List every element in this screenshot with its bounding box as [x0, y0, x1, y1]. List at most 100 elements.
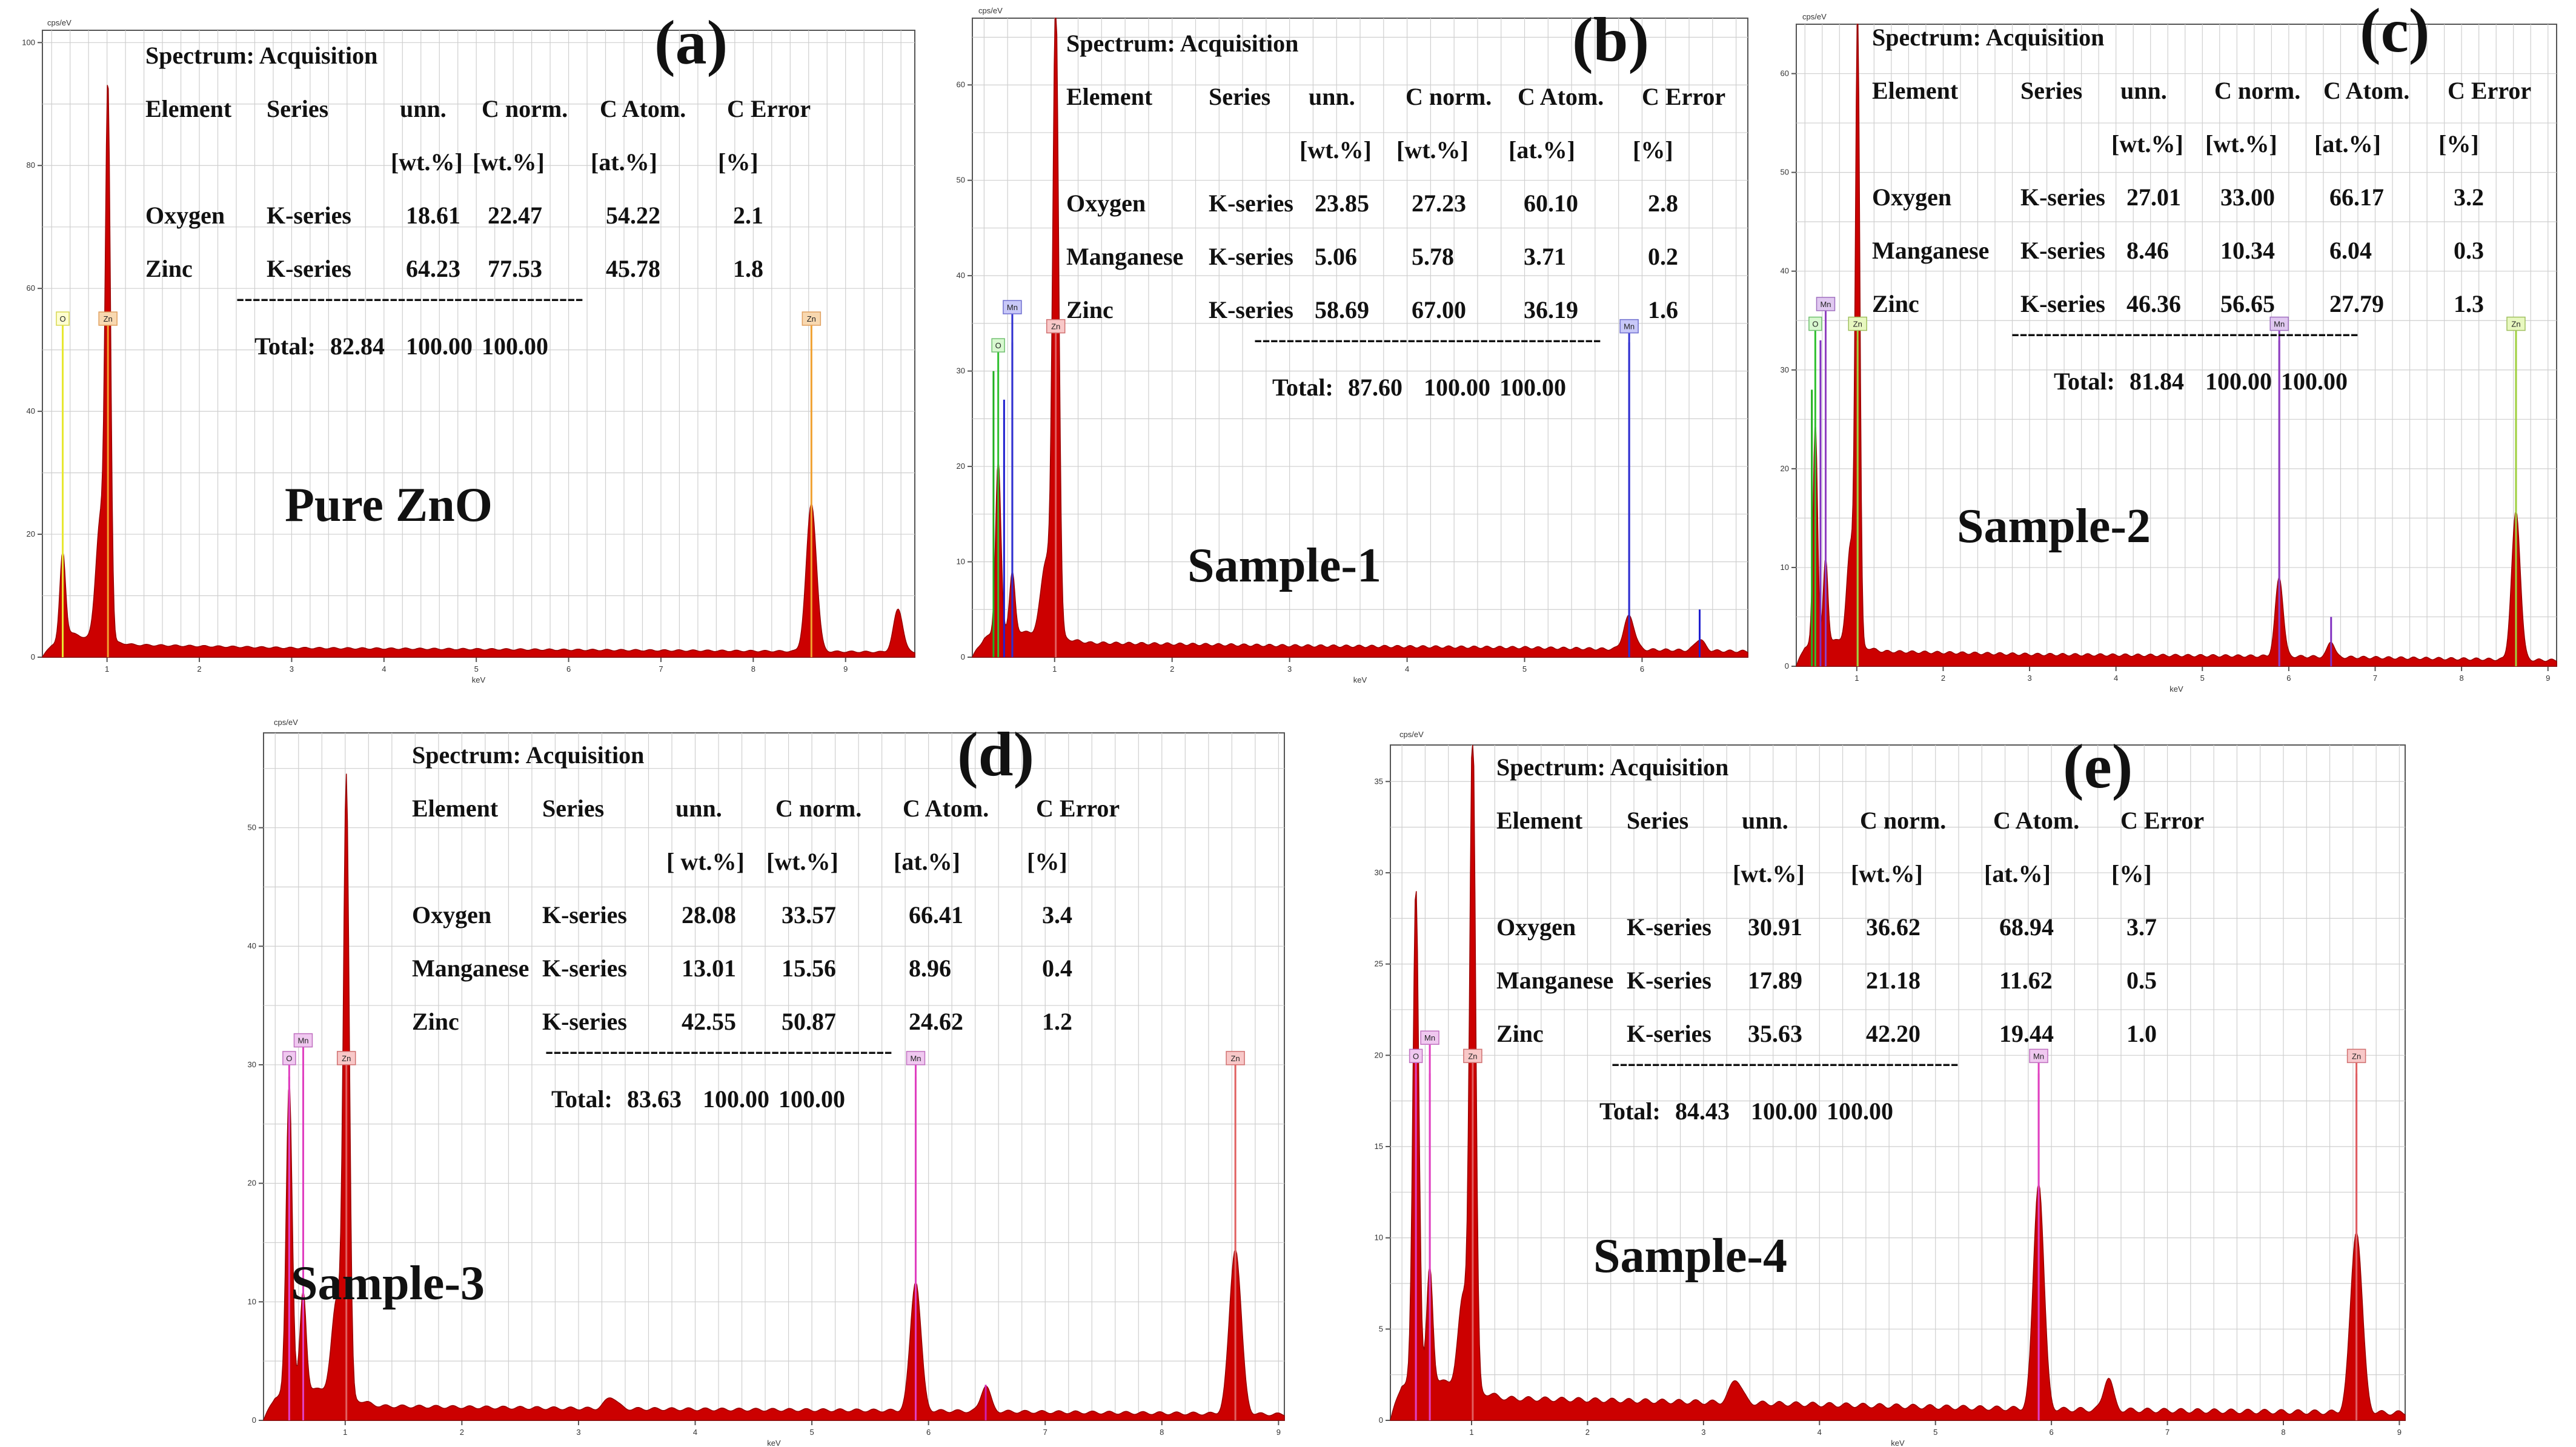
table-cell: 18.61 — [406, 202, 460, 229]
table-cell: 54.22 — [606, 202, 660, 229]
table-header: Element — [1066, 83, 1153, 110]
table-cell: 23.85 — [1315, 190, 1369, 217]
table-unit: [wt.%] — [2205, 130, 2277, 157]
element-tag-label: Mn — [2274, 320, 2285, 329]
element-tag — [1003, 300, 1022, 314]
table-cell: Zinc — [1496, 1020, 1544, 1047]
y-tick-label: 20 — [248, 1179, 256, 1188]
table-cell: 0.3 — [2454, 237, 2484, 264]
element-tag — [802, 311, 822, 326]
element-tag — [1808, 316, 1822, 331]
x-tick-label: 3 — [2027, 674, 2031, 683]
table-total-value: 100.00 — [406, 333, 473, 360]
x-tick-label: 4 — [693, 1428, 697, 1437]
table-total-value: 87.60 — [1348, 374, 1403, 401]
table-unit: [wt.%] — [2111, 130, 2183, 157]
panel-label: (c) — [2360, 0, 2429, 65]
table-header: Series — [542, 795, 604, 822]
table-cell: K-series — [267, 255, 351, 282]
table-header: Series — [1209, 83, 1270, 110]
x-tick-label: 6 — [2050, 1428, 2054, 1437]
x-axis-label: keV — [1891, 1439, 1905, 1447]
table-cell: 15.56 — [782, 955, 836, 982]
table-header: Element — [1496, 807, 1583, 834]
panel-label: (a) — [654, 8, 728, 78]
table-cell: 67.00 — [1412, 296, 1466, 323]
element-tag-label: Zn — [2511, 320, 2520, 329]
table-unit: [wt.%] — [1396, 136, 1469, 164]
table-cell: 8.46 — [2126, 237, 2169, 264]
panel-c: 1 2 3 4 5 6 7 8 9 0 10 20 30 40 50 60 cps/eV keV O Mn Zn Mn Zn… — [1781, 0, 2557, 694]
y-tick-label: 0 — [961, 652, 965, 661]
table-header: C norm. — [1406, 83, 1492, 110]
y-tick-label: 25 — [1375, 959, 1383, 969]
y-tick-label: 20 — [957, 462, 965, 471]
table-cell: 27.23 — [1412, 190, 1466, 217]
y-tick-label: 0 — [252, 1416, 256, 1425]
y-tick-label: 0 — [31, 652, 35, 661]
element-tag — [1420, 1030, 1439, 1045]
table-header: unn. — [676, 795, 722, 822]
table-header: C norm. — [2214, 77, 2300, 104]
x-tick-label: 1 — [1469, 1428, 1473, 1437]
x-tick-label: 6 — [2286, 674, 2291, 683]
grid-lines — [1796, 24, 2557, 666]
table-total-value: 100.00 — [482, 333, 548, 360]
table-cell: Zinc — [145, 255, 193, 282]
y-axis-unit: cps/eV — [274, 718, 298, 727]
table-cell: 0.5 — [2126, 967, 2157, 994]
y-tick-label: 20 — [1781, 464, 1789, 473]
table-separator: ----------------------------------------… — [2011, 319, 2359, 346]
x-tick-label: 1 — [105, 664, 109, 674]
table-header: C Atom. — [903, 795, 989, 822]
y-tick-label: 35 — [1375, 776, 1383, 786]
plot-area — [1796, 24, 2557, 667]
x-axis-label: keV — [2169, 684, 2183, 694]
x-tick-label: 3 — [576, 1428, 580, 1437]
x-tick-label: 2 — [1170, 664, 1174, 674]
table-cell: K-series — [2020, 184, 2105, 211]
table-header: C Atom. — [1993, 807, 2079, 834]
element-tag-label: Mn — [1624, 322, 1635, 331]
table-cell: 46.36 — [2126, 290, 2181, 317]
grid-lines — [972, 18, 1748, 657]
table-total-value: 100.00 — [2205, 368, 2272, 395]
table-cell: 8.96 — [909, 955, 951, 982]
sample-name: Sample-3 — [291, 1257, 485, 1310]
table-cell: 42.20 — [1866, 1020, 1920, 1047]
x-tick-label: 6 — [566, 664, 571, 674]
table-total-label: Total: — [2054, 368, 2115, 395]
element-tag — [1848, 316, 1868, 331]
table-cell: 3.2 — [2454, 184, 2484, 211]
y-tick-label: 40 — [248, 941, 256, 950]
table-cell: 77.53 — [488, 255, 542, 282]
table-cell: K-series — [1209, 296, 1293, 323]
table-unit: [wt.%] — [473, 148, 545, 176]
element-tag-label: Zn — [342, 1054, 351, 1063]
table-header: Series — [267, 95, 328, 122]
table-header: unn. — [2120, 77, 2167, 104]
table-unit: [at.%] — [2314, 130, 2381, 157]
table-title: Spectrum: Acquisition — [412, 741, 644, 769]
y-axis-unit: cps/eV — [1802, 12, 1827, 21]
x-tick-label: 2 — [460, 1428, 464, 1437]
element-tag — [2506, 316, 2526, 331]
table-header: C Error — [727, 95, 811, 122]
element-tag — [2346, 1048, 2366, 1064]
x-tick-label: 2 — [1941, 674, 1945, 683]
y-tick-label: 60 — [957, 80, 965, 89]
y-tick-label: 30 — [1375, 868, 1383, 877]
table-cell: 64.23 — [406, 255, 460, 282]
plot-area — [263, 732, 1285, 1421]
table-cell: Manganese — [1872, 237, 1989, 264]
spectrum-series — [1390, 744, 2406, 1421]
table-header: Series — [2020, 77, 2082, 104]
x-tick-label: 6 — [1640, 664, 1644, 674]
table-cell: 50.87 — [782, 1008, 836, 1035]
x-tick-label: 7 — [1043, 1428, 1047, 1437]
x-tick-label: 5 — [1522, 664, 1527, 674]
table-total-value: 100.00 — [1751, 1098, 1817, 1125]
y-tick-label: 80 — [27, 161, 35, 170]
element-tag — [1463, 1048, 1482, 1064]
